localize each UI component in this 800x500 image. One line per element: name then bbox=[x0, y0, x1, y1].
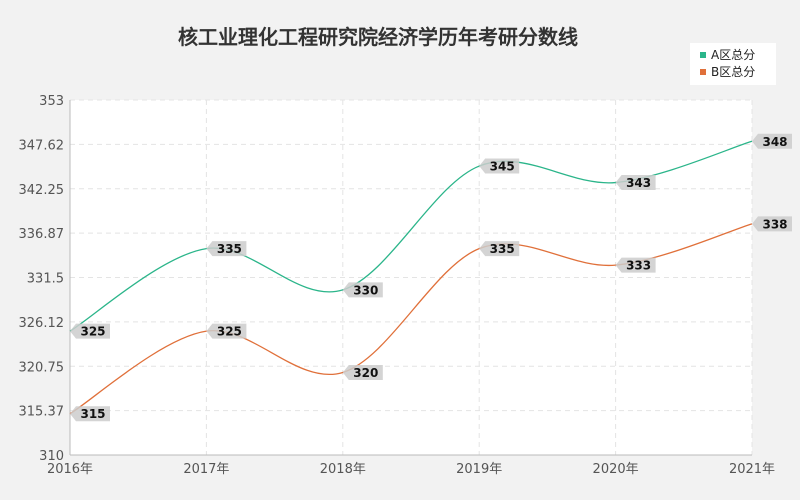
data-label: 338 bbox=[752, 216, 792, 232]
data-label: 315 bbox=[70, 406, 110, 422]
data-label-tag bbox=[752, 133, 792, 149]
data-label-text: 348 bbox=[762, 135, 787, 149]
data-label-tag bbox=[615, 175, 656, 191]
legend-label: A区总分 bbox=[711, 48, 755, 62]
data-label-text: 320 bbox=[353, 366, 378, 380]
data-label: 333 bbox=[615, 257, 656, 273]
y-tick-label: 342.25 bbox=[19, 183, 65, 198]
y-tick-label: 336.87 bbox=[19, 227, 65, 242]
data-label-text: 333 bbox=[626, 259, 651, 273]
legend-item[interactable]: A区总分 bbox=[700, 48, 755, 62]
y-tick-label: 326.12 bbox=[19, 316, 65, 331]
x-tick-label: 2016年 bbox=[47, 462, 93, 477]
data-label: 320 bbox=[342, 364, 383, 380]
data-label: 348 bbox=[752, 133, 792, 149]
axes bbox=[69, 100, 752, 456]
legend-label: B区总分 bbox=[711, 65, 755, 79]
legend-swatch bbox=[700, 69, 706, 75]
data-label-text: 335 bbox=[490, 242, 515, 256]
y-tick-label: 310 bbox=[39, 449, 64, 464]
data-label-tag bbox=[70, 323, 110, 339]
x-tick-label: 2019年 bbox=[456, 462, 502, 477]
data-labels: 325 335 330 345 343 348 315 325 320 335 333 338 bbox=[70, 133, 792, 422]
data-label-tag bbox=[70, 406, 110, 422]
data-label-tag bbox=[752, 216, 792, 232]
data-label-tag bbox=[479, 241, 520, 257]
data-label: 335 bbox=[479, 241, 520, 257]
y-tick-label: 315.37 bbox=[19, 405, 65, 420]
data-label-text: 338 bbox=[762, 217, 787, 231]
y-tick-label: 353 bbox=[39, 94, 64, 109]
data-label-tag bbox=[342, 282, 383, 298]
y-tick-label: 347.62 bbox=[19, 138, 65, 153]
legend[interactable]: A区总分 B区总分 bbox=[690, 43, 776, 85]
y-tick-label: 331.5 bbox=[27, 272, 64, 287]
data-label-tag bbox=[206, 241, 247, 257]
data-label-text: 343 bbox=[626, 176, 651, 190]
data-label-tag bbox=[342, 364, 383, 380]
data-label-tag bbox=[615, 257, 656, 273]
data-label: 335 bbox=[206, 241, 247, 257]
data-label-tag bbox=[479, 158, 520, 174]
chart-title: 核工业理化工程研究院经济学历年考研分数线 bbox=[178, 25, 578, 49]
data-label: 325 bbox=[70, 323, 110, 339]
data-label-text: 335 bbox=[217, 242, 242, 256]
legend-box bbox=[690, 43, 776, 85]
data-label-text: 325 bbox=[80, 325, 105, 339]
data-label: 330 bbox=[342, 282, 383, 298]
legend-swatch bbox=[700, 52, 706, 58]
x-tick-label: 2020年 bbox=[593, 462, 639, 477]
y-axis-ticks: 310 315.37 320.75 326.12 331.5 336.87 342.25 34… bbox=[19, 94, 65, 464]
data-label-tag bbox=[206, 323, 247, 339]
legend-item[interactable]: B区总分 bbox=[700, 65, 755, 79]
data-label-text: 345 bbox=[490, 160, 515, 174]
x-tick-label: 2021年 bbox=[729, 462, 775, 477]
x-tick-label: 2018年 bbox=[320, 462, 366, 477]
data-label: 345 bbox=[479, 158, 520, 174]
y-tick-label: 320.75 bbox=[19, 360, 65, 375]
x-tick-label: 2017年 bbox=[183, 462, 229, 477]
x-axis-ticks: 2016年 2017年 2018年 2019年 2020年 2021年 bbox=[47, 462, 775, 477]
data-label: 325 bbox=[206, 323, 247, 339]
data-label-text: 315 bbox=[80, 407, 105, 421]
data-label-text: 325 bbox=[217, 325, 242, 339]
data-label: 343 bbox=[615, 175, 656, 191]
data-label-text: 330 bbox=[353, 283, 378, 297]
